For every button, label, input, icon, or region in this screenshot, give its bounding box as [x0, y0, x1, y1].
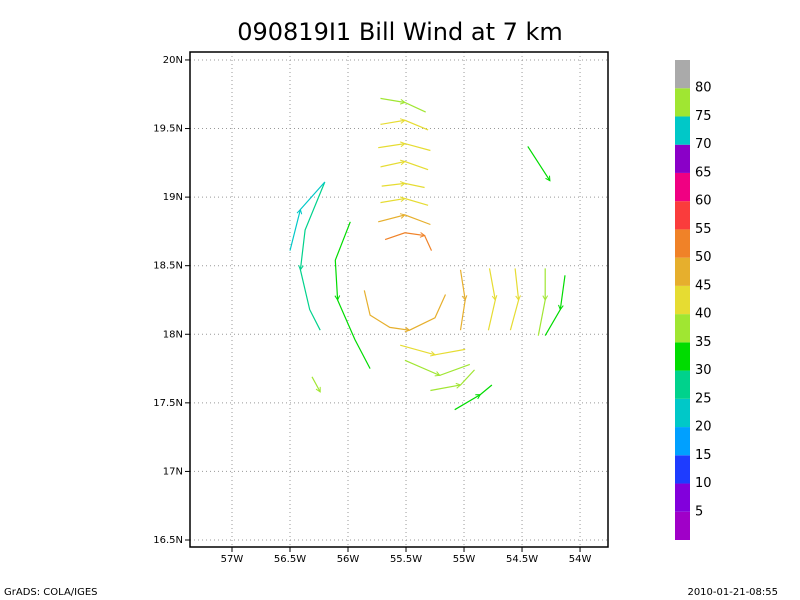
streamline-arrow — [334, 295, 341, 302]
y-tick-label: 18N — [163, 329, 183, 340]
colorbar-box — [675, 229, 690, 258]
streamline-arrow — [400, 141, 406, 148]
colorbar-label: 10 — [695, 476, 712, 491]
x-tick-label: 57W — [221, 554, 244, 565]
colorbar-label: 70 — [695, 137, 712, 152]
colorbar-label: 75 — [695, 109, 712, 124]
colorbar-label: 20 — [695, 420, 712, 435]
colorbar-box — [675, 398, 690, 428]
colorbar-box — [675, 285, 690, 315]
colorbar-box — [675, 314, 690, 343]
streamline-arrow — [298, 265, 304, 271]
streamline-arrow — [542, 295, 549, 302]
colorbar-box — [675, 144, 690, 173]
colorbar-box — [675, 116, 690, 145]
streamline-arrow — [434, 371, 441, 377]
streamline-arrow — [461, 295, 468, 302]
chart-title: 090819I1 Bill Wind at 7 km — [237, 18, 563, 46]
y-tick-label: 18.5N — [153, 261, 183, 272]
y-tick-label: 17.5N — [153, 398, 183, 409]
colorbar-label: 65 — [695, 165, 712, 180]
colorbar-label: 15 — [695, 448, 712, 463]
colorbar-label: 60 — [695, 194, 712, 209]
colorbar-label: 40 — [695, 307, 712, 322]
x-tick-label: 55W — [453, 554, 476, 565]
plot-frame — [189, 51, 609, 548]
footer-left: GrADS: COLA/IGES — [4, 587, 98, 598]
colorbar-label: 25 — [695, 391, 712, 406]
colorbar-box — [675, 483, 690, 512]
colorbar-label: 55 — [695, 222, 712, 237]
y-tick-label: 16.5N — [153, 535, 183, 546]
colorbar-label: 45 — [695, 278, 712, 293]
streamline-arrow — [404, 326, 411, 333]
x-tick-label: 54W — [569, 554, 592, 565]
streamline-arrow — [399, 99, 406, 105]
colorbar-box — [675, 342, 690, 371]
streamline — [311, 376, 321, 393]
streamline-arrow — [455, 382, 462, 389]
x-tick-label: 56W — [337, 554, 360, 565]
y-tick-label: 17N — [163, 466, 183, 477]
streamline-arrow — [558, 304, 564, 311]
colorbar-label: 50 — [695, 250, 712, 265]
colorbar-box — [675, 511, 690, 540]
streamline-arrow — [430, 351, 437, 357]
streamline-arrow — [399, 118, 406, 124]
colorbar-box — [675, 455, 690, 484]
colorbar-label: 80 — [695, 81, 712, 96]
colorbar-box — [675, 201, 690, 230]
streamline — [363, 290, 447, 331]
streamline-arrow — [400, 181, 406, 187]
x-tick-label: 56.5W — [274, 554, 306, 565]
colorbar-box — [675, 427, 690, 456]
colorbar-label: 5 — [695, 504, 703, 519]
footer-right: 2010-01-21-08:55 — [687, 587, 778, 598]
colorbar-label: 35 — [695, 335, 712, 350]
streamline-arrow — [399, 159, 406, 166]
colorbar-box — [675, 257, 690, 286]
streamline — [384, 232, 433, 251]
x-tick-label: 55.5W — [390, 554, 422, 565]
streamline — [527, 146, 551, 182]
colorbar-box — [675, 370, 690, 399]
streamline-arrow — [515, 295, 521, 302]
y-tick-label: 20N — [163, 55, 183, 66]
streamline-arrow — [315, 386, 321, 393]
y-tick-label: 19N — [163, 192, 183, 203]
colorbar-box — [675, 172, 690, 202]
streamline-arrow — [296, 208, 303, 215]
colorbar-box — [675, 88, 690, 117]
colorbar-box — [675, 60, 690, 89]
streamline-arrow — [399, 196, 406, 202]
y-tick-label: 19.5N — [153, 124, 183, 135]
streamline-arrow — [545, 175, 551, 182]
streamline-arrow — [475, 394, 482, 400]
x-tick-label: 54.5W — [506, 554, 538, 565]
streamline-arrow — [419, 232, 426, 238]
streamline-arrow — [491, 295, 498, 302]
colorbar-label: 30 — [695, 363, 712, 378]
streamline-arrow — [399, 213, 406, 219]
